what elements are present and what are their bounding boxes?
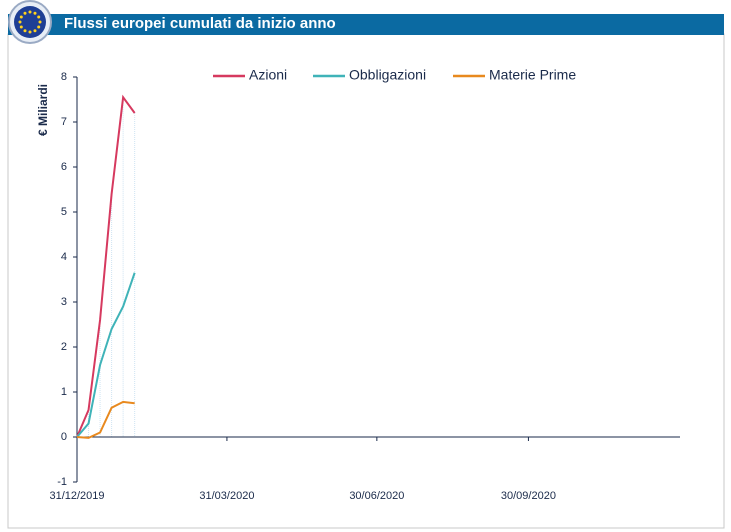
y-tick-label: -1 [57,476,67,488]
series-line [76,272,136,438]
series-line [76,400,135,439]
chart-frame [7,33,725,529]
y-tick-label: 6 [61,161,67,173]
chart-title: Flussi europei cumulati da inizio anno [64,15,336,32]
x-tick-label: 31/03/2020 [199,490,254,502]
legend-label: Azioni [249,67,287,83]
y-tick-label: 4 [61,251,67,263]
y-tick-label: 2 [61,341,67,353]
y-tick-label: 5 [61,206,67,218]
x-tick-label: 30/09/2020 [501,490,556,502]
legend-label: Obbligazioni [349,67,426,83]
y-tick-label: 7 [61,116,67,128]
series-line [76,94,136,438]
header-bar [8,14,724,35]
y-tick-label: 8 [61,71,67,83]
legend-label: Materie Prime [489,67,576,83]
y-tick-label: 3 [61,296,67,308]
y-tick-label: 0 [61,431,67,443]
eu-logo [8,0,52,44]
x-tick-label: 31/12/2019 [49,490,104,502]
x-tick-label: 30/06/2020 [349,490,404,502]
y-axis-label: € Miliardi [36,84,50,136]
y-tick-label: 1 [61,386,67,398]
